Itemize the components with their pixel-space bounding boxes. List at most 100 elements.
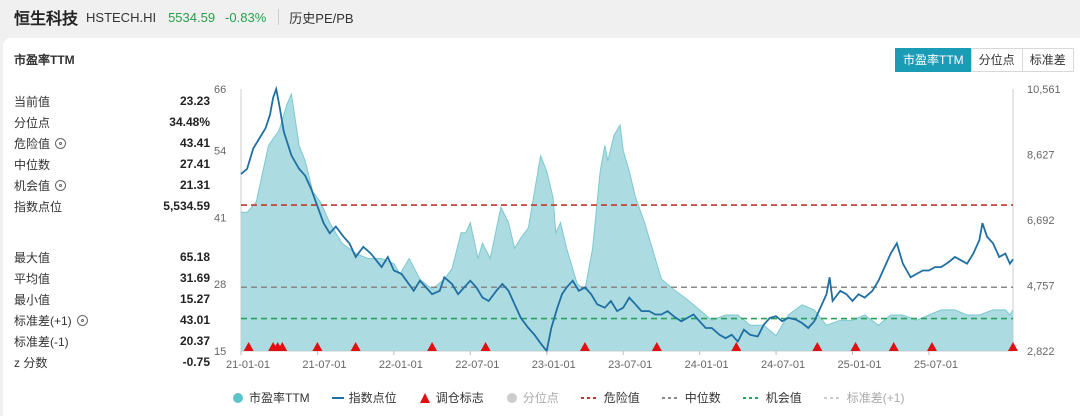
stat-row: 平均值 31.69 bbox=[14, 269, 210, 287]
y-right-tick-label: 2,822 bbox=[1027, 346, 1055, 358]
legend-item[interactable]: 中位数 bbox=[661, 389, 721, 406]
stat-label: 当前值 bbox=[14, 93, 50, 110]
legend-label: 机会值 bbox=[765, 391, 802, 405]
stat-row: z 分数 -0.75 bbox=[14, 353, 210, 371]
x-tick-label: 22-07-01 bbox=[455, 359, 499, 371]
stat-row: 当前值 23.23 bbox=[14, 92, 210, 110]
x-tick-label: 25-01-01 bbox=[837, 359, 881, 371]
stat-row: 分位点 34.48% bbox=[14, 113, 210, 131]
rebalance-marker bbox=[1008, 342, 1018, 351]
stat-value: 15.27 bbox=[179, 292, 210, 306]
stat-row: 最小值 15.27 bbox=[14, 290, 210, 308]
rebalance-marker bbox=[812, 342, 823, 351]
y-right-tick-label: 8,627 bbox=[1027, 149, 1055, 161]
stat-row: 中位数 27.41 bbox=[14, 155, 210, 173]
y-left-tick-label: 41 bbox=[214, 212, 226, 224]
index-price: 5534.59 bbox=[168, 9, 216, 25]
stat-row: 最大值 65.18 bbox=[14, 248, 210, 266]
legend-item[interactable]: 指数点位 bbox=[331, 389, 397, 406]
legend-item[interactable]: 分位点 bbox=[506, 389, 559, 406]
stat-label-text: 最小值 bbox=[14, 292, 51, 307]
y-left-tick-label: 28 bbox=[214, 279, 226, 291]
stat-label: 分位点 bbox=[14, 114, 50, 131]
stat-row: 危险值 43.41 bbox=[14, 134, 210, 152]
stat-value: 5,534.59 bbox=[163, 199, 210, 213]
legend-circle-icon bbox=[233, 392, 243, 403]
stat-label-text: 标准差(+1) bbox=[14, 313, 72, 328]
legend-label: 市盈率TTM bbox=[249, 391, 310, 405]
stat-label-text: 当前值 bbox=[14, 94, 51, 109]
stat-value: 34.48% bbox=[169, 115, 210, 129]
legend-dash-icon bbox=[823, 396, 842, 399]
legend-dash-icon bbox=[580, 396, 599, 399]
legend-line-icon bbox=[331, 396, 344, 399]
rebalance-marker bbox=[651, 342, 662, 351]
index-code: HSTECH.HI bbox=[86, 9, 157, 25]
rebalance-marker bbox=[427, 342, 438, 351]
legend-dash-icon bbox=[742, 396, 761, 399]
metric-tabs: 市盈率TTM 分位点 标准差 bbox=[895, 48, 1074, 72]
tab-std-dev[interactable]: 标准差 bbox=[1021, 48, 1074, 72]
stat-value: 23.23 bbox=[179, 94, 210, 108]
stat-label-text: 最大值 bbox=[14, 250, 51, 265]
tab-percentile[interactable]: 分位点 bbox=[970, 48, 1023, 72]
index-name: 恒生科技 bbox=[14, 11, 79, 28]
header-bar: 恒生科技 HSTECH.HI 5534.59 -0.83% 历史PE/PB bbox=[0, 0, 1080, 34]
stat-value: 27.41 bbox=[179, 157, 210, 171]
legend-label: 分位点 bbox=[522, 391, 559, 405]
stat-label: 中位数 bbox=[14, 156, 50, 173]
x-tick-label: 21-07-01 bbox=[302, 359, 346, 371]
stat-value: 65.18 bbox=[179, 250, 210, 264]
stat-value: 20.37 bbox=[179, 334, 210, 348]
legend-item[interactable]: 调仓标志 bbox=[419, 389, 484, 406]
legend-item[interactable]: 市盈率TTM bbox=[232, 389, 310, 406]
panel-title: 市盈率TTM bbox=[14, 53, 75, 67]
legend-dash-icon bbox=[661, 396, 680, 399]
rebalance-marker bbox=[579, 342, 590, 351]
chart-legend: 市盈率TTM 指数点位 调仓标志 分位点 危险值 中位数 机会值 标准差(+1) bbox=[232, 389, 926, 406]
x-tick-label: 23-07-01 bbox=[608, 359, 652, 371]
rebalance-marker bbox=[277, 342, 288, 351]
x-tick-label: 25-07-01 bbox=[914, 359, 958, 371]
stat-label: 危险值 bbox=[14, 135, 67, 152]
x-tick-label: 24-01-01 bbox=[685, 359, 729, 371]
stat-value: 31.69 bbox=[179, 271, 210, 285]
history-pe-pb-link[interactable]: 历史PE/PB bbox=[289, 10, 354, 26]
gear-icon[interactable] bbox=[55, 179, 67, 191]
stat-row: 标准差(-1) 20.37 bbox=[14, 332, 210, 350]
rebalance-marker bbox=[850, 342, 861, 351]
legend-item[interactable]: 标准差(+1) bbox=[823, 389, 904, 406]
legend-item[interactable]: 机会值 bbox=[742, 389, 802, 406]
rebalance-marker bbox=[350, 342, 361, 351]
stat-label: z 分数 bbox=[14, 354, 47, 371]
y-right-tick-label: 6,692 bbox=[1027, 215, 1055, 227]
stat-label-text: 标准差(-1) bbox=[14, 334, 69, 349]
legend-item[interactable]: 危险值 bbox=[580, 389, 640, 406]
stat-label-text: 平均值 bbox=[14, 271, 51, 286]
stat-row: 标准差(+1) 43.01 bbox=[14, 311, 210, 329]
stat-value: 43.01 bbox=[179, 313, 210, 327]
stat-label: 最小值 bbox=[14, 291, 50, 308]
header-divider bbox=[278, 9, 280, 25]
gear-icon[interactable] bbox=[55, 137, 67, 149]
gear-icon[interactable] bbox=[76, 314, 88, 326]
stat-label: 标准差(+1) bbox=[14, 312, 88, 329]
tab-pe-ttm[interactable]: 市盈率TTM bbox=[895, 48, 972, 72]
stat-label-text: 指数点位 bbox=[14, 199, 63, 214]
y-right-tick-label: 4,757 bbox=[1027, 280, 1055, 292]
stat-label-text: 分位点 bbox=[14, 115, 51, 130]
stat-row: 机会值 21.31 bbox=[14, 176, 210, 194]
x-tick-label: 23-01-01 bbox=[532, 359, 576, 371]
index-points-line bbox=[240, 85, 1014, 354]
stat-value: 43.41 bbox=[179, 136, 210, 150]
legend-label: 中位数 bbox=[684, 391, 721, 405]
y-left-tick-label: 54 bbox=[214, 146, 226, 158]
stat-label-text: 中位数 bbox=[14, 157, 51, 172]
y-right-tick-label: 10,561 bbox=[1027, 84, 1061, 96]
stat-label: 平均值 bbox=[14, 270, 50, 287]
pe-ttm-area bbox=[241, 94, 1013, 351]
rebalance-marker bbox=[888, 342, 899, 351]
stat-label-text: z 分数 bbox=[14, 355, 48, 370]
x-tick-label: 22-01-01 bbox=[379, 359, 423, 371]
